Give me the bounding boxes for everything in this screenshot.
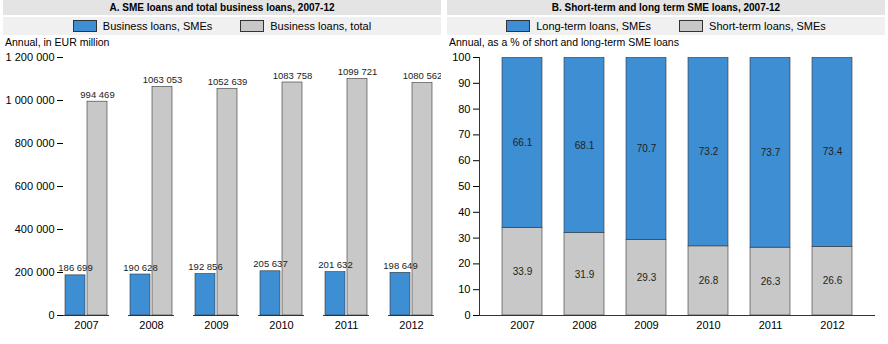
svg-text:2007: 2007: [74, 319, 98, 331]
svg-text:26.8: 26.8: [699, 275, 719, 286]
svg-text:198 649: 198 649: [383, 260, 417, 271]
svg-text:70.7: 70.7: [637, 143, 657, 154]
svg-text:400 000: 400 000: [15, 223, 55, 235]
svg-text:190 628: 190 628: [123, 262, 157, 273]
svg-text:26.6: 26.6: [823, 275, 843, 286]
svg-text:2011: 2011: [335, 319, 359, 331]
svg-text:20: 20: [458, 257, 470, 269]
svg-text:30: 30: [458, 232, 470, 244]
svg-text:1063 053: 1063 053: [143, 74, 183, 85]
svg-text:60: 60: [458, 154, 470, 166]
svg-text:1083 758: 1083 758: [273, 70, 313, 81]
html-text:Business loans, SMEs: Business loans, SMEs: [102, 20, 213, 32]
svg-text:2007: 2007: [510, 319, 534, 331]
svg-text:10: 10: [458, 283, 470, 295]
svg-text:2009: 2009: [204, 319, 228, 331]
html-text:Annual, as a % of short and lo: Annual, as a % of short and long-term SM…: [449, 36, 679, 48]
svg-text:192 856: 192 856: [188, 261, 222, 272]
svg-text:29.3: 29.3: [637, 272, 657, 283]
svg-text:1052 639: 1052 639: [208, 76, 248, 87]
svg-text:2011: 2011: [759, 319, 783, 331]
svg-text:1 200 000: 1 200 000: [6, 51, 55, 63]
svg-text:1099 721: 1099 721: [338, 66, 378, 77]
svg-text:2009: 2009: [634, 319, 658, 331]
svg-text:2008: 2008: [139, 319, 163, 331]
svg-text:73.4: 73.4: [823, 146, 843, 157]
svg-text:33.9: 33.9: [513, 266, 533, 277]
svg-text:70: 70: [458, 128, 470, 140]
svg-text:68.1: 68.1: [575, 140, 595, 151]
html-text:Long-term loans, SMEs: Long-term loans, SMEs: [536, 20, 652, 32]
svg-text:1 000 000: 1 000 000: [6, 94, 55, 106]
svg-text:0: 0: [464, 309, 470, 321]
html-text:A. SME loans and total busines: A. SME loans and total business loans, 2…: [109, 2, 335, 13]
svg-text:600 000: 600 000: [15, 180, 55, 192]
svg-text:90: 90: [458, 77, 470, 89]
html-text:Business loans, total: Business loans, total: [270, 20, 372, 32]
svg-text:200 000: 200 000: [15, 266, 55, 278]
svg-text:26.3: 26.3: [761, 276, 781, 287]
svg-text:80: 80: [458, 103, 470, 115]
svg-text:1080 562: 1080 562: [403, 70, 441, 81]
svg-text:31.9: 31.9: [575, 269, 595, 280]
html-text:Annual, in EUR million: Annual, in EUR million: [5, 36, 110, 48]
svg-text:73.7: 73.7: [761, 147, 781, 158]
svg-text:2012: 2012: [820, 319, 844, 331]
svg-text:50: 50: [458, 180, 470, 192]
svg-text:2010: 2010: [696, 319, 720, 331]
svg-text:2008: 2008: [572, 319, 596, 331]
svg-text:2010: 2010: [269, 319, 293, 331]
svg-text:40: 40: [458, 206, 470, 218]
html-text:B. Short-term and long term SM: B. Short-term and long term SME loans, 2…: [551, 2, 781, 13]
html-text:Short-term loans, SMEs: Short-term loans, SMEs: [709, 20, 826, 32]
svg-text:205 637: 205 637: [253, 258, 287, 269]
svg-text:0: 0: [48, 309, 54, 321]
svg-text:186 699: 186 699: [58, 262, 92, 273]
svg-text:201 632: 201 632: [318, 259, 352, 270]
svg-text:994 469: 994 469: [80, 89, 114, 100]
svg-text:800 000: 800 000: [15, 137, 55, 149]
svg-text:100: 100: [452, 51, 470, 63]
svg-text:2012: 2012: [399, 319, 423, 331]
svg-text:66.1: 66.1: [513, 137, 533, 148]
svg-text:73.2: 73.2: [699, 146, 719, 157]
